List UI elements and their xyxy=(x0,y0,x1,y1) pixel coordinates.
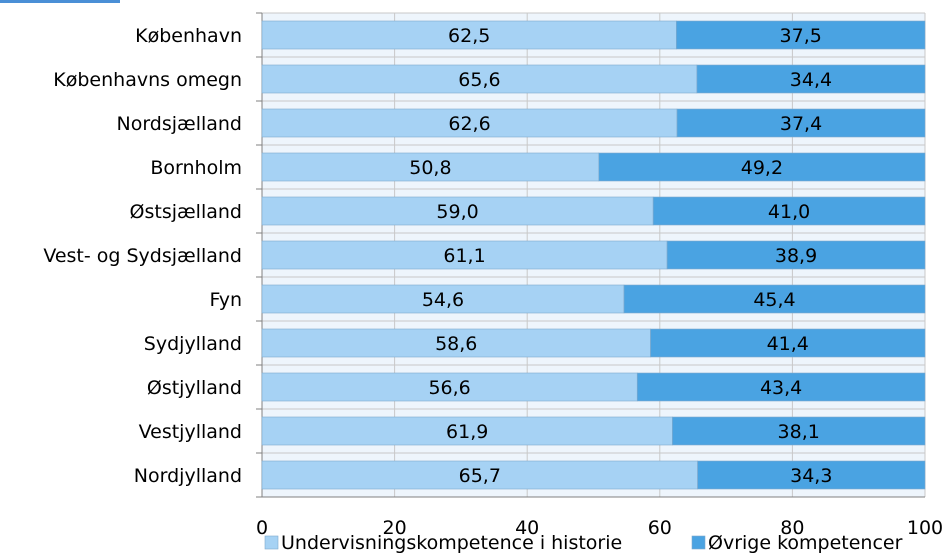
data-label: 62,5 xyxy=(448,25,490,47)
category-label: Fyn xyxy=(210,289,242,311)
bar-historie xyxy=(261,328,651,358)
category-label: Nordsjælland xyxy=(116,113,242,135)
legend-label-historie: Undervisningskompetence i historie xyxy=(281,532,622,554)
category-label: Bornholm xyxy=(150,157,242,179)
data-label: 65,6 xyxy=(458,69,500,91)
bar-historie xyxy=(261,20,677,50)
x-tick-label: 20 xyxy=(383,517,407,539)
x-tick-label: 100 xyxy=(907,517,943,539)
bar-oevrige xyxy=(676,108,926,138)
category-label: Vestjylland xyxy=(139,421,242,443)
data-label: 41,4 xyxy=(767,333,809,355)
data-label: 45,4 xyxy=(753,289,795,311)
bar-historie xyxy=(261,284,625,314)
data-label: 61,9 xyxy=(446,421,488,443)
data-label: 61,1 xyxy=(443,245,485,267)
data-label: 54,6 xyxy=(422,289,464,311)
data-label: 37,5 xyxy=(780,25,822,47)
bar-oevrige xyxy=(696,64,926,94)
bar-historie xyxy=(261,240,668,270)
legend: Undervisningskompetence i historie Øvrige… xyxy=(264,532,903,554)
x-tick-label: 80 xyxy=(780,517,804,539)
data-label: 49,2 xyxy=(741,157,783,179)
bar-oevrige xyxy=(623,284,926,314)
bar-oevrige xyxy=(650,328,926,358)
x-tick-label: 60 xyxy=(648,517,672,539)
bar-oevrige xyxy=(636,372,926,402)
bar-historie xyxy=(261,196,654,226)
data-label: 43,4 xyxy=(760,377,802,399)
data-label: 59,0 xyxy=(436,201,478,223)
data-label: 62,6 xyxy=(448,113,490,135)
data-label: 56,6 xyxy=(428,377,470,399)
category-labels: København Københavns omegn Nordsjælland Bor… xyxy=(43,25,242,487)
bar-historie xyxy=(261,416,673,446)
bar-historie xyxy=(261,460,698,490)
x-axis-ticks: 0 20 40 60 80 100 xyxy=(256,517,943,539)
data-label: 37,4 xyxy=(780,113,822,135)
bar-historie xyxy=(261,152,600,182)
data-label: 34,3 xyxy=(790,465,832,487)
legend-swatch-historie xyxy=(264,535,279,550)
category-label: Nordjylland xyxy=(134,465,242,487)
bar-historie xyxy=(261,64,698,94)
bar-oevrige xyxy=(672,416,926,446)
bar-oevrige xyxy=(697,460,926,490)
data-label: 38,9 xyxy=(775,245,817,267)
category-label: Sydjylland xyxy=(144,333,242,355)
data-label: 65,7 xyxy=(459,465,501,487)
bar-oevrige xyxy=(676,20,926,50)
category-label: Østsjælland xyxy=(130,201,242,223)
data-label: 58,6 xyxy=(435,333,477,355)
bar-oevrige xyxy=(598,152,926,182)
x-tick-label: 0 xyxy=(256,517,268,539)
bar-historie xyxy=(261,372,638,402)
category-label: Østjylland xyxy=(147,377,242,399)
data-label: 41,0 xyxy=(768,201,810,223)
bar-oevrige xyxy=(666,240,926,270)
data-label: 38,1 xyxy=(778,421,820,443)
bars: 62,5 37,5 65,6 34,4 62,6 37,4 50,8 49,2 59,0 41,0… xyxy=(261,20,926,490)
legend-label-oevrige: Øvrige kompetencer xyxy=(708,532,903,554)
category-label: Vest- og Sydsjælland xyxy=(43,245,242,267)
data-label: 50,8 xyxy=(409,157,451,179)
title-fragment xyxy=(0,0,120,3)
category-label: København xyxy=(135,25,242,47)
bar-oevrige xyxy=(652,196,926,226)
category-label: Københavns omegn xyxy=(53,69,242,91)
bar-historie xyxy=(261,108,678,138)
x-tick-label: 40 xyxy=(515,517,539,539)
data-label: 34,4 xyxy=(790,69,832,91)
legend-swatch-oevrige xyxy=(691,535,706,550)
